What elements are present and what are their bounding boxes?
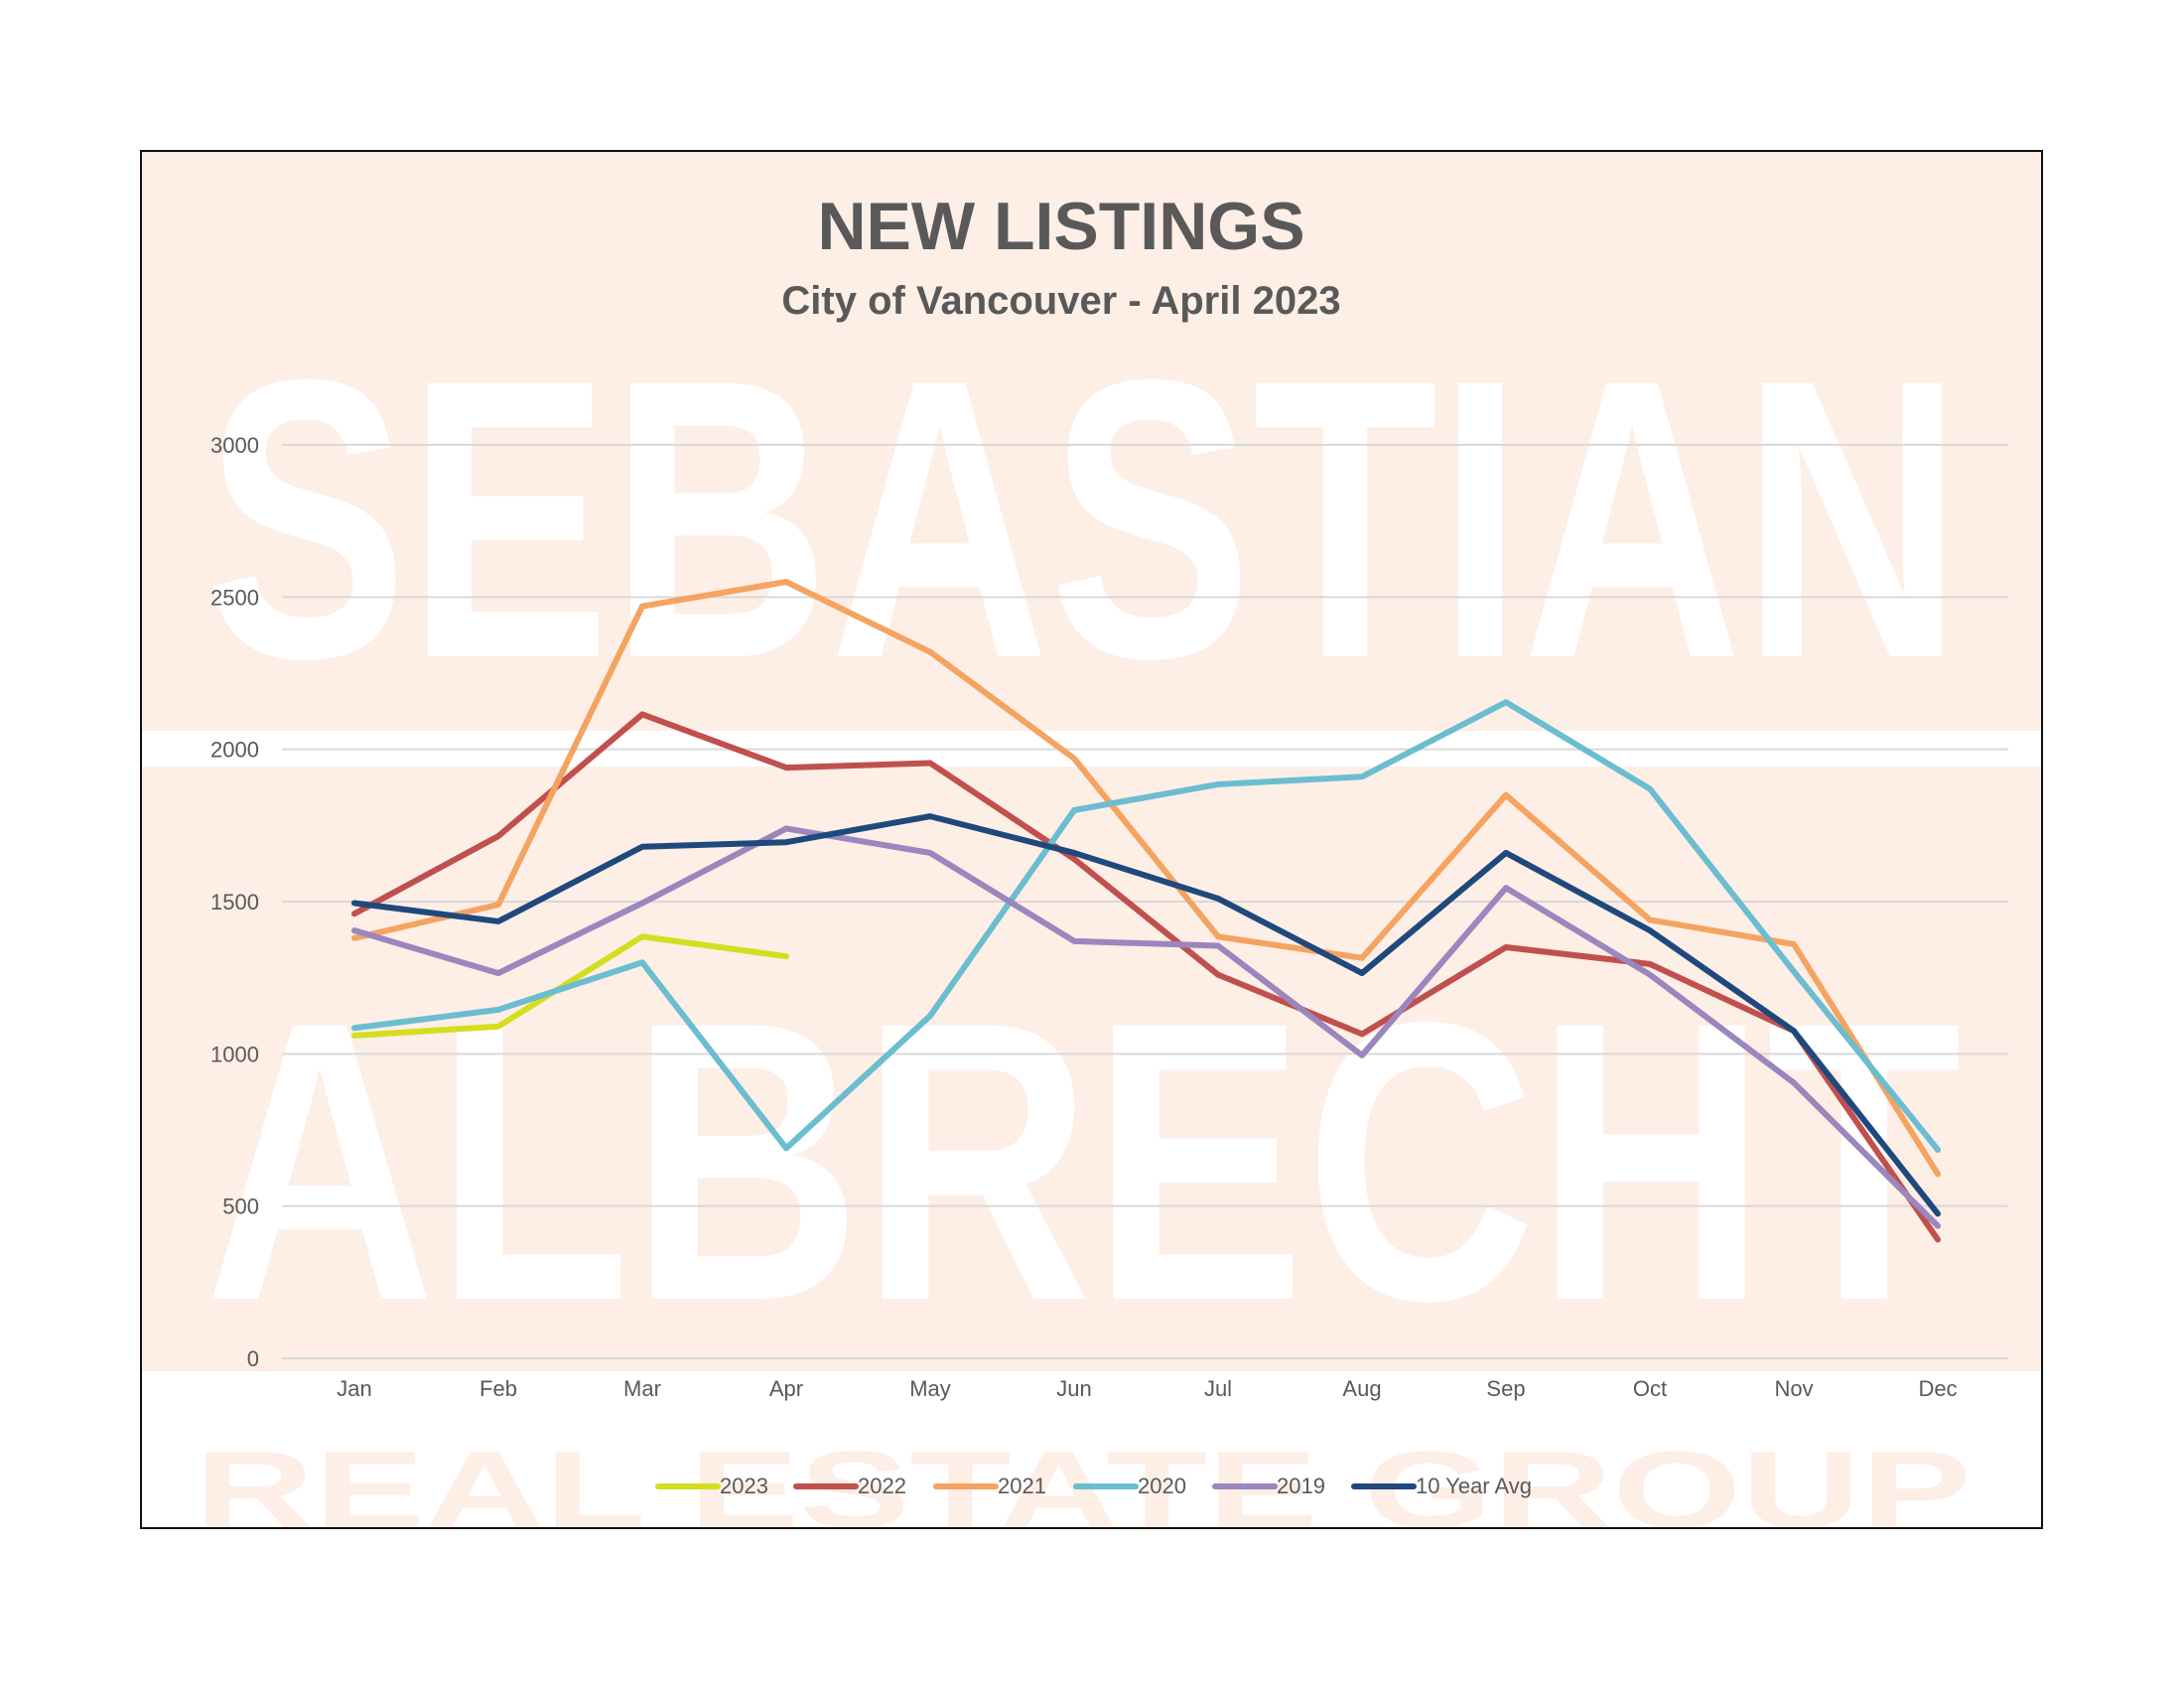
chart-title: NEW LISTINGS [817, 189, 1304, 264]
series-line-2021 [351, 579, 1941, 1178]
watermark-name-first: SEBASTIAN [205, 297, 1962, 741]
legend-label-2023: 2023 [720, 1474, 768, 1498]
x-tick-label: Sep [1486, 1376, 1525, 1401]
series-line-2020 [351, 699, 1941, 1153]
watermark-name-last: ALBRECHT [205, 939, 1962, 1383]
y-tick-label: 1000 [210, 1042, 259, 1066]
y-axis: 0 500 1000 1500 2000 2500 3000 [210, 433, 259, 1371]
y-tick-label: 500 [222, 1195, 259, 1219]
legend: 2023 2022 2021 2020 2019 10 Year Avg [655, 1474, 1532, 1498]
y-tick-label: 2000 [210, 738, 259, 763]
legend-label-10-year-avg: 10 Year Avg [1416, 1474, 1532, 1498]
y-tick-label: 1500 [210, 890, 259, 914]
x-tick-label: Dec [1918, 1376, 1957, 1401]
y-tick-label: 0 [247, 1346, 259, 1371]
legend-label-2022: 2022 [858, 1474, 906, 1498]
new-listings-chart: SEBASTIAN ALBRECHT REAL ESTATE GROUP NEW… [142, 152, 2041, 1529]
gridlines [282, 444, 2008, 1359]
x-axis: Jan Feb Mar Apr May Jun Jul Aug Sep Oct Nov Dec [337, 1376, 1957, 1401]
legend-label-2021: 2021 [998, 1474, 1046, 1498]
chart-subtitle: City of Vancouver - April 2023 [781, 279, 1340, 323]
x-tick-label: Jan [337, 1376, 371, 1401]
x-tick-label: Aug [1342, 1376, 1381, 1401]
legend-label-2019: 2019 [1277, 1474, 1325, 1498]
watermark: SEBASTIAN ALBRECHT REAL ESTATE GROUP [142, 152, 2041, 1529]
legend-label-2020: 2020 [1138, 1474, 1186, 1498]
series-line-10-year-avg [351, 813, 1941, 1217]
x-tick-label: Oct [1633, 1376, 1667, 1401]
series-line-2022 [351, 711, 1941, 1243]
y-tick-label: 2500 [210, 585, 259, 610]
chart-frame: SEBASTIAN ALBRECHT REAL ESTATE GROUP NEW… [140, 150, 2043, 1529]
y-tick-label: 3000 [210, 433, 259, 458]
x-tick-label: May [909, 1376, 951, 1401]
x-tick-label: Apr [769, 1376, 803, 1401]
watermark-tagline: REAL ESTATE GROUP [195, 1429, 1972, 1529]
x-tick-label: Nov [1774, 1376, 1813, 1401]
x-tick-label: Feb [479, 1376, 517, 1401]
series-lines [351, 579, 1941, 1243]
x-tick-label: Jul [1204, 1376, 1232, 1401]
series-line-2019 [351, 825, 1941, 1229]
series-line-2023 [351, 933, 789, 1039]
x-tick-label: Jun [1056, 1376, 1091, 1401]
x-tick-label: Mar [623, 1376, 661, 1401]
